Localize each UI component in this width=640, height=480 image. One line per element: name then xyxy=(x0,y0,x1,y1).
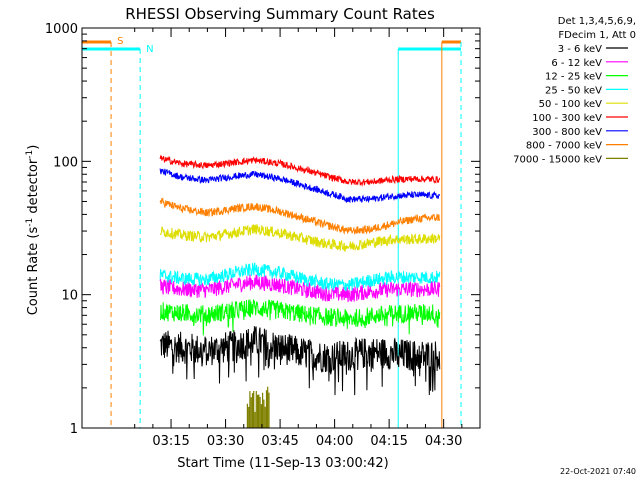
legend-item-0-label: 3 - 6 keV xyxy=(558,44,602,55)
legend-item-2-label: 12 - 25 keV xyxy=(545,72,602,83)
y-tick-label-3: 1000 xyxy=(45,22,78,37)
timestamp: 22-Oct-2021 07:40 xyxy=(560,467,636,476)
y-axis-label-sup2: -1 xyxy=(25,150,35,159)
plot-frame xyxy=(81,27,481,429)
legend-item-1-label: 6 - 12 keV xyxy=(551,58,602,69)
legend-item-3-label: 25 - 50 keV xyxy=(545,85,602,96)
plot-area: SN xyxy=(82,36,462,428)
series-8-line xyxy=(246,386,270,428)
chart-title: RHESSI Observing Summary Count Rates xyxy=(125,5,435,23)
x-tick-label-3: 04:00 xyxy=(316,434,353,449)
legend-header-0: Det 1,3,4,5,6,9, xyxy=(558,16,636,27)
series-0-line xyxy=(159,326,441,396)
legend-item-4-label: 50 - 100 keV xyxy=(539,99,603,110)
x-axis-label: Start Time (11-Sep-13 03:00:42) xyxy=(177,456,388,471)
series-1-line xyxy=(159,274,441,303)
x-tick-label-4: 04:15 xyxy=(370,434,407,449)
legend-item-8-label: 7000 - 15000 keV xyxy=(513,154,602,165)
series-5-line xyxy=(159,154,441,187)
y-axis-label-main: Count Rate (s xyxy=(26,227,41,316)
saa-label: S xyxy=(117,36,123,47)
legend-header-1: FDecim 1, Att 0 xyxy=(558,30,636,41)
night-label: N xyxy=(146,44,153,55)
x-tick-label-0: 03:15 xyxy=(152,434,189,449)
x-tick-label-5: 04:30 xyxy=(425,434,462,449)
axes: 1 10 100 1000 03:15 03:30 03:45 04:00 04:15 04:30 xyxy=(45,22,481,449)
y-tick-label-1: 10 xyxy=(61,289,78,304)
series-3-line xyxy=(159,262,441,292)
legend-item-6-label: 300 - 800 keV xyxy=(532,127,602,138)
y-axis-label-mid: detector xyxy=(26,158,41,218)
y-axis-label-end: ) xyxy=(26,145,41,150)
series-2-line xyxy=(159,299,441,336)
y-tick-label-2: 100 xyxy=(53,155,78,170)
series-6-line xyxy=(159,168,441,204)
y-axis-label: Count Rate (s-1 detector-1) xyxy=(25,145,41,316)
y-tick-label-0: 1 xyxy=(70,422,78,437)
legend-item-5-label: 100 - 300 keV xyxy=(532,113,602,124)
legend-item-7-label: 800 - 7000 keV xyxy=(526,141,602,152)
series-7-line xyxy=(159,197,441,235)
x-tick-label-2: 03:45 xyxy=(261,434,298,449)
y-axis-label-sup1: -1 xyxy=(25,218,35,227)
legend: Det 1,3,4,5,6,9, FDecim 1, Att 0 3 - 6 keV… xyxy=(513,16,636,165)
x-tick-label-1: 03:30 xyxy=(207,434,244,449)
series-4-line xyxy=(159,224,441,252)
